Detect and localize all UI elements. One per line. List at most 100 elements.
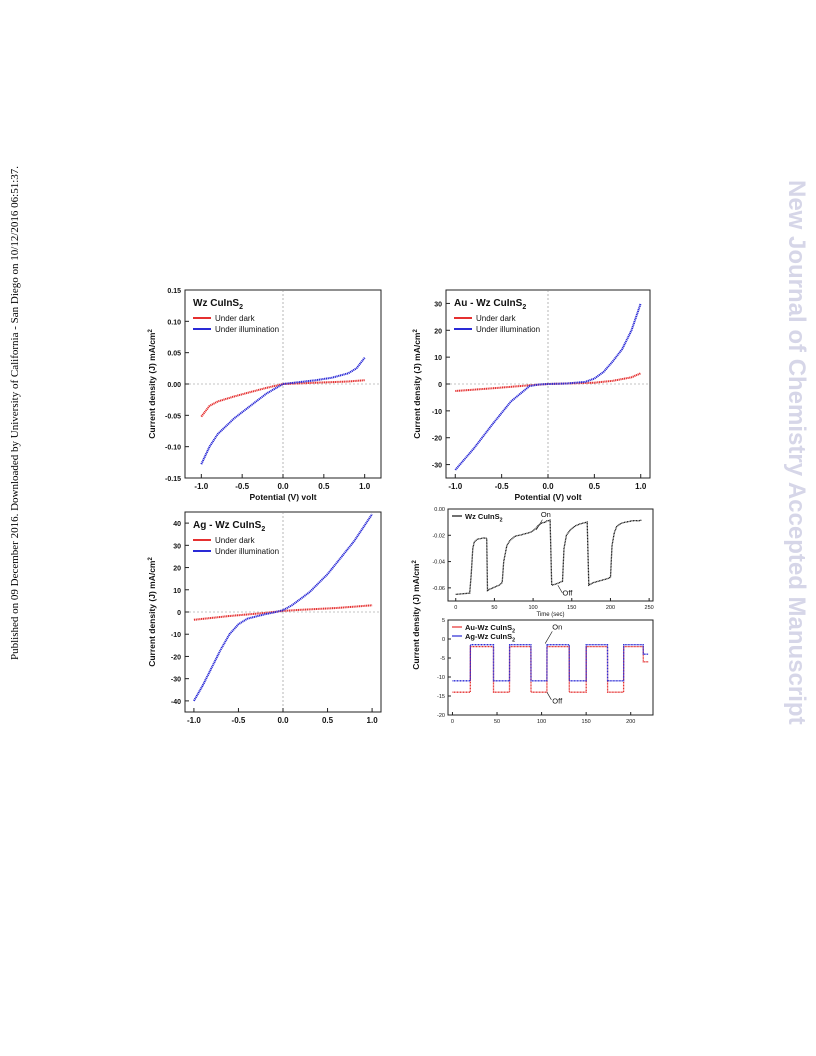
x-tick-label: 1.0 bbox=[359, 482, 371, 491]
x-tick-label: -0.5 bbox=[232, 716, 246, 725]
annotation-on: On bbox=[552, 623, 562, 632]
y-tick-label: -0.04 bbox=[432, 560, 445, 566]
annotation-off: Off bbox=[562, 589, 573, 598]
x-tick-label: 0.5 bbox=[318, 482, 330, 491]
y-tick-label: 40 bbox=[173, 521, 181, 528]
y-tick-label: -10 bbox=[432, 409, 442, 416]
plot-frame bbox=[447, 508, 654, 602]
x-tick-label: 1.0 bbox=[367, 716, 379, 725]
series-line bbox=[452, 645, 649, 693]
y-tick-label: -0.06 bbox=[432, 586, 445, 592]
series-illumination-line bbox=[193, 513, 373, 702]
publication-note: Published on 09 December 2016. Downloade… bbox=[0, 0, 30, 1056]
y-tick-label: -40 bbox=[171, 699, 181, 706]
y-tick-label: -20 bbox=[437, 713, 445, 719]
y-tick-label: -0.15 bbox=[165, 476, 181, 483]
y-tick-label: 0.15 bbox=[167, 288, 181, 295]
x-tick-label: 50 bbox=[494, 719, 500, 725]
journal-watermark-text: New Journal of Chemistry Accepted Manusc… bbox=[783, 180, 810, 725]
x-tick-label: 1.0 bbox=[635, 482, 647, 491]
publication-note-text: Published on 09 December 2016. Downloade… bbox=[9, 165, 21, 660]
annotation-arrow bbox=[546, 692, 552, 700]
y-tick-label: -0.10 bbox=[165, 445, 181, 452]
x-tick-label: 50 bbox=[491, 605, 497, 611]
y-tick-label: 0.00 bbox=[167, 382, 181, 389]
legend-entry: Ag-Wz CuInS2 bbox=[465, 632, 515, 643]
y-tick-label: -0.02 bbox=[432, 533, 445, 539]
x-tick-label: 100 bbox=[529, 605, 538, 611]
y-tick-label: 0.00 bbox=[434, 507, 445, 513]
y-axis-label: Current density (J) mA/cm2 bbox=[147, 329, 157, 439]
chart-wz-cuins2-jv: -1.0 -0.5 0.0 0.5 1.0 -0.15 -0.10 -0.05 0.00 0.05… bbox=[147, 288, 382, 502]
annotation-arrow bbox=[557, 585, 563, 594]
y-tick-label: -10 bbox=[171, 632, 181, 639]
y-tick-label: 20 bbox=[173, 566, 181, 573]
y-tick-label: 5 bbox=[442, 618, 445, 624]
x-tick-label: -0.5 bbox=[495, 482, 509, 491]
y-tick-label: 0 bbox=[438, 382, 442, 389]
legend-entry: Under dark bbox=[215, 314, 256, 323]
chart-title: Ag - Wz CuInS2 bbox=[193, 520, 265, 533]
legend-entry: Under illumination bbox=[215, 325, 279, 334]
y-tick-label: -10 bbox=[437, 675, 445, 681]
y-tick-label: 10 bbox=[173, 588, 181, 595]
series-illumination-line bbox=[454, 303, 642, 471]
x-tick-label: 0.0 bbox=[277, 482, 289, 491]
chart-title: Au - Wz CuInS2 bbox=[454, 298, 526, 311]
y-tick-label: -20 bbox=[171, 654, 181, 661]
annotation-on: On bbox=[541, 510, 551, 519]
y-axis-label: Current density (J) mA/cm2 bbox=[412, 329, 422, 439]
x-axis-label: Potential (V) volt bbox=[514, 492, 581, 502]
y-axis-label: Current density (J) mA/cm2 bbox=[411, 560, 421, 670]
y-tick-label: 30 bbox=[173, 543, 181, 550]
y-tick-label: -0.05 bbox=[165, 413, 181, 420]
y-tick-label: 20 bbox=[434, 328, 442, 335]
y-tick-label: 0 bbox=[442, 637, 445, 643]
series-dark-line bbox=[455, 372, 642, 392]
x-tick-label: 0.5 bbox=[589, 482, 601, 491]
x-tick-label: -1.0 bbox=[448, 482, 462, 491]
series-dark-line bbox=[200, 379, 365, 418]
legend-entry: Wz CuInS2 bbox=[465, 512, 503, 523]
annotation-off: Off bbox=[552, 697, 563, 706]
chart-ag-wz-cuins2-jv: -1.0 -0.5 0.0 0.5 1.0 -40 -30 -20 -10 0 10 20 30 40 Po… bbox=[147, 511, 382, 728]
x-tick-label: 0.5 bbox=[322, 716, 334, 725]
series-dark-line bbox=[193, 604, 373, 621]
x-tick-label: 0 bbox=[454, 605, 457, 611]
annotation-arrow bbox=[544, 631, 553, 644]
y-tick-label: -5 bbox=[440, 656, 445, 662]
y-tick-label: -30 bbox=[432, 463, 442, 470]
y-tick-label: -15 bbox=[437, 694, 445, 700]
journal-watermark: New Journal of Chemistry Accepted Manusc… bbox=[776, 0, 816, 1056]
legend-entry: Under dark bbox=[215, 536, 256, 545]
x-tick-label: 250 bbox=[645, 605, 654, 611]
y-tick-label: -30 bbox=[171, 677, 181, 684]
x-tick-label: -1.0 bbox=[194, 482, 208, 491]
x-axis-label: Potential (V) volt bbox=[249, 726, 316, 728]
x-tick-label: 200 bbox=[626, 719, 635, 725]
y-tick-label: 10 bbox=[434, 355, 442, 362]
x-tick-label: -1.0 bbox=[187, 716, 201, 725]
y-axis-label: Current density (J) mA/cm2 bbox=[147, 557, 157, 667]
x-tick-label: 100 bbox=[537, 719, 546, 725]
x-axis-label: Time (sec) bbox=[536, 612, 564, 618]
x-tick-label: 0.0 bbox=[277, 716, 289, 725]
x-tick-label: 150 bbox=[582, 719, 591, 725]
y-tick-label: 0.05 bbox=[167, 351, 181, 358]
x-tick-label: 0 bbox=[451, 719, 454, 725]
y-tick-label: 0.10 bbox=[167, 319, 181, 326]
x-tick-label: 150 bbox=[567, 605, 576, 611]
annotation-arrow bbox=[535, 519, 543, 531]
x-axis-label: Potential (V) volt bbox=[249, 492, 316, 502]
y-tick-label: -20 bbox=[432, 436, 442, 443]
x-tick-label: 200 bbox=[606, 605, 615, 611]
series-illumination-line bbox=[200, 357, 366, 465]
legend-entry: Under illumination bbox=[215, 547, 279, 556]
legend-entry: Under illumination bbox=[476, 325, 540, 334]
series-line bbox=[455, 519, 642, 596]
chart-au-wz-cuins2-jv: -1.0 -0.5 0.0 0.5 1.0 -30 -20 -10 0 10 20 30 Potenti… bbox=[412, 289, 651, 502]
series-line bbox=[452, 644, 649, 682]
legend-entry: Under dark bbox=[476, 314, 517, 323]
y-tick-label: 30 bbox=[434, 301, 442, 308]
